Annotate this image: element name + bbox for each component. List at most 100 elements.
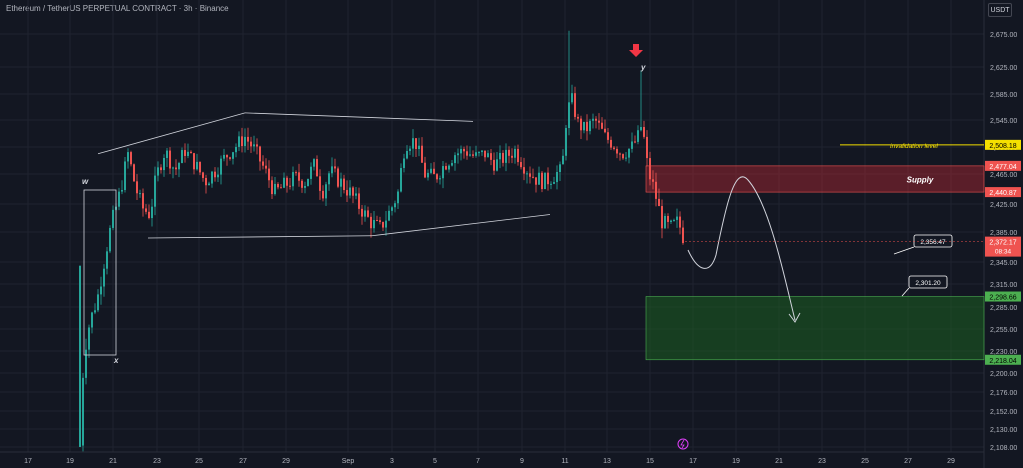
candle-body (679, 216, 681, 228)
time-tick-label: 15 (646, 458, 654, 465)
time-tick-label: 29 (947, 458, 955, 465)
candle-body (241, 136, 243, 147)
pattern-line (371, 214, 551, 237)
candle-body (589, 120, 591, 132)
candle-body (169, 150, 171, 169)
price-tick-label: 2,152.00 (990, 409, 1017, 416)
candle-body (247, 136, 249, 142)
candle-body (673, 219, 675, 221)
candle-body (142, 193, 144, 209)
candle-body (358, 193, 360, 209)
candle-body (400, 168, 402, 192)
candle-body (499, 152, 501, 160)
time-tick-label: 19 (732, 458, 740, 465)
candle-body (481, 150, 483, 153)
candle-body (451, 163, 453, 166)
candle-body (667, 215, 669, 222)
pattern-line (97, 112, 246, 155)
time-tick-label: 5 (433, 458, 437, 465)
candle-body (412, 138, 414, 149)
price-label-text: 2,298.66 (989, 295, 1016, 302)
candle-body (244, 136, 246, 147)
candle-body (334, 166, 336, 169)
candle-body (580, 118, 582, 131)
candle-body (292, 172, 294, 187)
candle-body (307, 178, 309, 186)
candle-body (385, 220, 387, 228)
time-tick-label: 23 (818, 458, 826, 465)
candle-body (259, 146, 261, 162)
candle-body (349, 187, 351, 196)
callout-2-box (908, 275, 948, 289)
price-tick-label: 2,315.00 (990, 282, 1017, 289)
candle-body (475, 152, 477, 156)
candle-body (97, 294, 99, 311)
time-tick-label: 21 (775, 458, 783, 465)
candle-body (457, 153, 459, 156)
candle-body (316, 159, 318, 177)
candle-body (328, 173, 330, 185)
wx-box (83, 189, 117, 356)
candle-body (124, 161, 126, 191)
candle-body (295, 172, 297, 174)
time-tick-label: Sep (342, 458, 355, 465)
candle-body (355, 193, 357, 196)
candle-body (85, 349, 87, 378)
candle-body (571, 93, 573, 103)
pattern-line (147, 235, 373, 239)
candle-body (418, 145, 420, 150)
candle-body (397, 191, 399, 204)
price-label-text: 2,440.87 (989, 190, 1016, 197)
candle-body (103, 268, 105, 287)
price-tick-label: 2,176.00 (990, 390, 1017, 397)
candle-body (373, 220, 375, 229)
price-tick-label: 2,108.00 (990, 445, 1017, 452)
candle-body (622, 154, 624, 159)
demand-zone (645, 296, 985, 361)
candle-body (565, 128, 567, 156)
candle-body (682, 227, 684, 244)
candle-body (643, 127, 645, 137)
candle-body (301, 180, 303, 188)
candle-body (109, 227, 111, 252)
candle-body (658, 198, 660, 207)
candle-body (544, 172, 546, 190)
candle-body (130, 152, 132, 165)
currency-button[interactable]: USDT (988, 3, 1012, 17)
candle-body (628, 148, 630, 158)
candle-body (448, 165, 450, 170)
price-tick-label: 2,465.00 (990, 172, 1017, 179)
candle-body (151, 206, 153, 219)
candle-body (439, 178, 441, 180)
candle-body (217, 174, 219, 178)
candle-body (484, 150, 486, 158)
candle-body (139, 193, 141, 195)
candle-body (637, 130, 639, 142)
candle-body (91, 312, 93, 328)
candle-body (505, 149, 507, 163)
candle-body (166, 150, 168, 158)
candle-body (187, 151, 189, 156)
candle-body (409, 148, 411, 151)
price-tick-label: 2,545.00 (990, 118, 1017, 125)
price-tick-label: 2,200.00 (990, 371, 1017, 378)
price-tick-label: 2,585.00 (990, 92, 1017, 99)
candle-body (145, 208, 147, 212)
time-tick-label: 11 (561, 458, 568, 465)
price-tick-label: 2,285.00 (990, 305, 1017, 312)
candle-body (382, 221, 384, 228)
candle-body (220, 158, 222, 175)
price-label-text: 2,218.04 (989, 358, 1016, 365)
candle-body (523, 167, 525, 174)
candle-body (562, 155, 564, 165)
candle-body (172, 167, 174, 169)
candle-body (367, 210, 369, 217)
candle-body (118, 191, 120, 207)
candle-body (289, 185, 291, 187)
candle-body (196, 161, 198, 170)
candle-body (364, 210, 366, 217)
candle-body (649, 158, 651, 180)
candle-body (325, 184, 327, 199)
candle-body (661, 206, 663, 229)
